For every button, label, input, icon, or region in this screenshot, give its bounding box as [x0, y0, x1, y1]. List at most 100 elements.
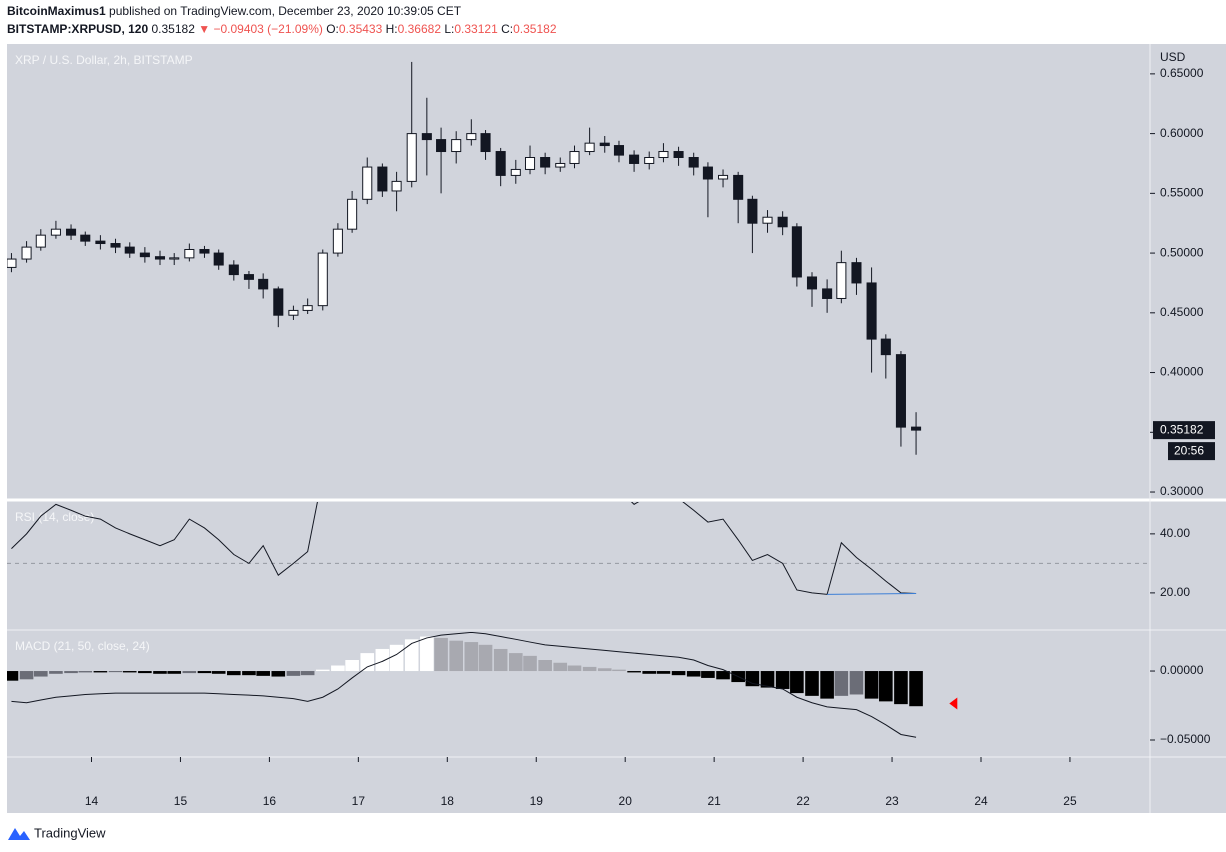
histogram-bar	[805, 671, 819, 696]
candle-body	[584, 142, 595, 153]
candle-body	[555, 162, 566, 168]
candle-body	[569, 151, 580, 164]
candle-body	[332, 228, 343, 254]
pane-title: RSI (14, close)	[15, 510, 94, 524]
candle-body	[702, 166, 713, 180]
candle-body	[895, 354, 906, 428]
y-tick-label: −0.05000	[1160, 732, 1211, 746]
x-tick-label: 24	[974, 794, 988, 808]
histogram-bar	[879, 671, 893, 702]
histogram-bar	[138, 671, 152, 674]
histogram-bar	[834, 671, 849, 696]
x-tick-label: 14	[85, 794, 99, 808]
chart-background	[7, 44, 1226, 813]
histogram-bar	[612, 669, 626, 672]
ohlc-value: 0.36682	[398, 22, 442, 36]
candle-body	[658, 151, 669, 159]
candle-body	[362, 166, 373, 200]
candle-body	[524, 157, 536, 170]
y-tick-label: 0.30000	[1160, 484, 1204, 498]
histogram-bar	[197, 671, 212, 674]
histogram-bar	[375, 648, 390, 672]
candle-body	[406, 133, 417, 182]
candle-body	[644, 157, 655, 164]
histogram-bar	[7, 671, 19, 681]
y-tick-label: 40.00	[1160, 526, 1190, 540]
histogram-bar	[211, 671, 226, 674]
candle-body	[880, 338, 891, 356]
candle-body	[836, 262, 847, 299]
histogram-bar	[686, 671, 701, 677]
histogram-bar	[167, 671, 182, 674]
candle-body	[7, 258, 17, 268]
histogram-bar	[404, 639, 419, 672]
y-tick-label: 0.40000	[1160, 365, 1204, 379]
symbol-line: BITSTAMP:XRPUSD, 120 0.35182 ▼ −0.09403 …	[7, 22, 557, 36]
candle-body	[347, 198, 358, 230]
histogram-bar	[242, 671, 256, 676]
candle-body	[613, 145, 625, 156]
author: BitcoinMaximus1	[7, 4, 106, 18]
histogram-bar	[434, 637, 448, 672]
candle-body	[791, 226, 802, 278]
candle-body	[733, 174, 744, 200]
candle-body	[762, 216, 773, 224]
candle-body	[466, 133, 477, 141]
candle-body	[199, 248, 210, 254]
histogram-bar	[745, 671, 760, 687]
histogram-bar	[567, 665, 582, 672]
candle-body	[911, 426, 922, 431]
candle-body	[629, 154, 640, 164]
candle-body	[288, 309, 299, 316]
histogram-bar	[701, 671, 715, 678]
histogram-bar	[849, 671, 864, 695]
ohlc-label: L:	[444, 22, 454, 36]
histogram-bar	[894, 671, 908, 705]
candle-body	[169, 257, 180, 260]
candle-body	[273, 288, 284, 316]
histogram-bar	[449, 640, 463, 672]
x-tick-label: 16	[263, 794, 277, 808]
candle-body	[243, 274, 254, 280]
candle-body	[50, 228, 61, 236]
candle-body	[510, 168, 521, 176]
histogram-bar	[360, 653, 375, 672]
x-tick-label: 21	[707, 794, 721, 808]
histogram-bar	[775, 671, 790, 689]
candle-body	[451, 139, 462, 153]
histogram-bar	[19, 671, 34, 680]
change: −0.09403 (−21.09%)	[213, 22, 322, 36]
y-tick-label: 0.45000	[1160, 305, 1204, 319]
ohlc-value: 0.35433	[339, 22, 383, 36]
ohlc-label: C:	[501, 22, 513, 36]
histogram-bar	[790, 671, 804, 694]
candle-body	[688, 157, 699, 168]
countdown-tag	[1168, 442, 1215, 461]
candle-body	[213, 252, 224, 266]
last-price: 0.35182	[151, 22, 195, 36]
x-tick-label: 17	[352, 794, 366, 808]
histogram-bar	[182, 671, 197, 674]
rsi-line	[11, 502, 917, 595]
published: published on TradingView.com, December 2…	[109, 4, 462, 18]
histogram-bar	[508, 653, 523, 672]
candle-body	[80, 234, 91, 242]
histogram-bar	[478, 644, 493, 672]
histogram-bar	[820, 671, 834, 699]
x-tick-label: 18	[441, 794, 455, 808]
change-arrow: ▼	[198, 22, 210, 36]
candle-body	[851, 262, 862, 284]
axis-unit: USD	[1160, 50, 1186, 64]
last-price-label: 0.35182	[1160, 422, 1204, 436]
countdown-label: 20:56	[1174, 443, 1204, 457]
x-tick-label: 22	[796, 794, 810, 808]
histogram-bar	[864, 671, 879, 699]
x-tick-label: 19	[530, 794, 544, 808]
histogram-bar	[108, 671, 123, 673]
candle-body	[599, 142, 610, 147]
histogram-bar	[656, 671, 671, 674]
candle-body	[21, 246, 32, 260]
histogram-bar	[78, 671, 93, 673]
candle-body	[495, 151, 506, 176]
